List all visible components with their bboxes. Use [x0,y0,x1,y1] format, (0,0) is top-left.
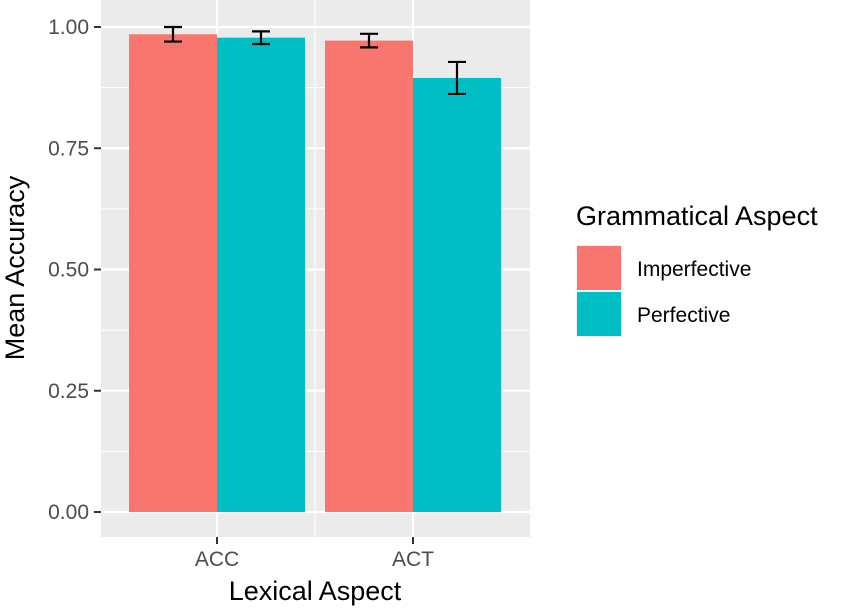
legend-label-imperfective: Imperfective [637,258,751,281]
bar-imperfective-acc [129,34,217,513]
error-bar-perfective-act [448,60,466,96]
error-bar-imperfective-acc [164,25,182,43]
y-tick-label: 1.00 [48,16,89,39]
legend-swatch-perfective [577,292,621,336]
bar-perfective-acc [217,37,305,513]
y-axis-title: Mean Accuracy [0,175,30,360]
x-tick-label: ACT [392,548,434,571]
legend-label-perfective: Perfective [637,304,730,327]
legend: Grammatical Aspect Imperfective Perfectiv… [576,201,818,337]
error-bars-group [164,25,466,96]
y-tick-label: 0.75 [48,137,89,160]
x-tick-label: ACC [195,548,239,571]
y-axis: 0.00 0.25 0.50 0.75 1.00 [48,16,101,524]
error-bar-perfective-acc [252,30,270,46]
x-axis: ACC ACT [195,537,434,571]
bar-perfective-act [413,77,501,513]
bar-imperfective-act [325,40,413,513]
y-tick-label: 0.00 [48,501,89,524]
y-tick-label: 0.25 [48,380,89,403]
y-tick-label: 0.50 [48,259,89,282]
error-bar-imperfective-act [360,32,378,49]
bars-group [129,34,501,513]
legend-title: Grammatical Aspect [576,201,818,231]
x-axis-title: Lexical Aspect [229,576,402,606]
legend-swatch-imperfective [577,246,621,290]
